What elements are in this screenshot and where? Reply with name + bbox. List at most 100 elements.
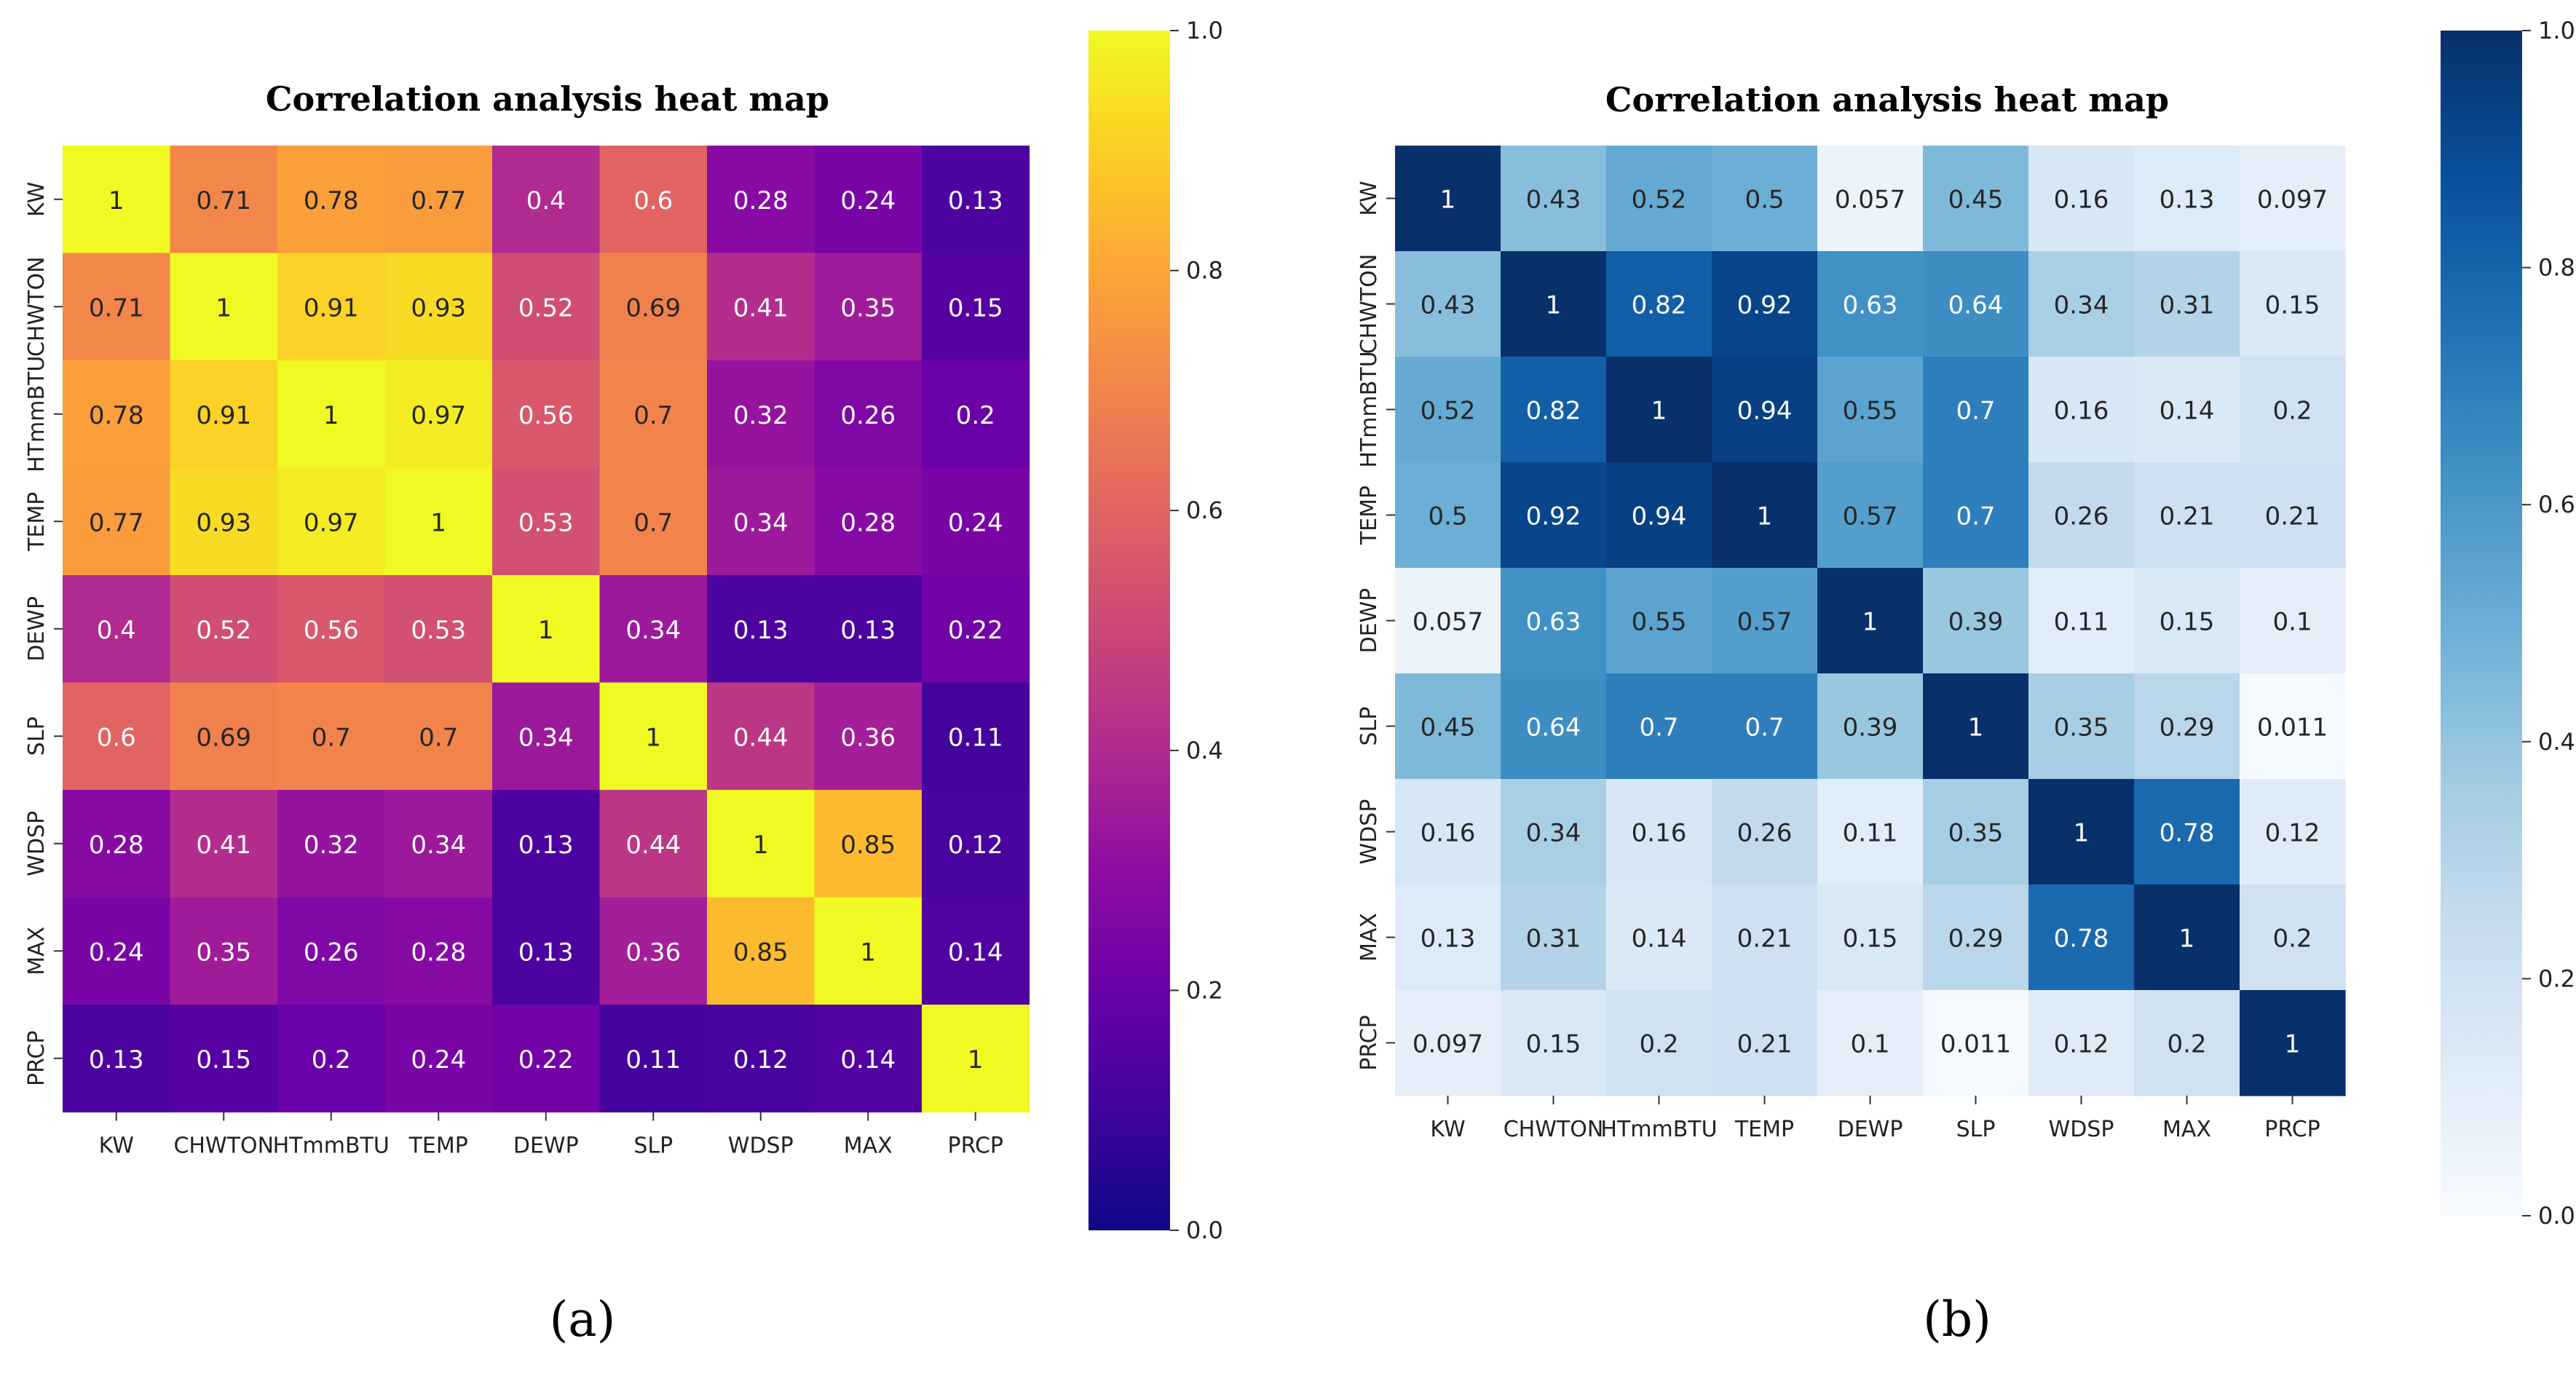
heatmap-cell bbox=[63, 575, 171, 684]
heatmap-cell bbox=[384, 360, 493, 469]
cell-value-label: 0.71 bbox=[89, 293, 144, 323]
cell-value-label: 0.15 bbox=[1526, 1030, 1581, 1059]
heatmap-cell bbox=[2240, 568, 2346, 674]
heatmap-cell bbox=[1712, 568, 1818, 674]
heatmap-cell bbox=[599, 146, 708, 254]
cell-value-label: 0.31 bbox=[2160, 291, 2215, 320]
cell-value-label: 0.1 bbox=[1850, 1030, 1889, 1059]
cell-value-label: 0.13 bbox=[733, 616, 789, 645]
heatmap-cell bbox=[707, 253, 815, 361]
heatmap-cell bbox=[1395, 146, 1501, 252]
heatmap-cell bbox=[2240, 357, 2346, 463]
cell-value-label: 0.16 bbox=[2054, 186, 2109, 215]
heatmap-cell bbox=[1501, 568, 1607, 674]
cell-value-label: 0.93 bbox=[196, 508, 251, 537]
cell-value-label: 1 bbox=[1546, 291, 1562, 320]
x-tick-label: WDSP bbox=[728, 1133, 794, 1159]
heatmap-cell bbox=[1923, 885, 2029, 991]
heatmap-cell bbox=[1923, 568, 2029, 674]
heatmap-panel-b: Correlation analysis heat map 1 0.43 0.52 0… bbox=[1356, 17, 2575, 1348]
colorbar-tick-label: 0.6 bbox=[2538, 491, 2575, 518]
cell-value-label: 0.31 bbox=[1526, 925, 1581, 954]
x-tick-label: TEMP bbox=[1734, 1117, 1794, 1142]
heatmap-cell bbox=[814, 575, 922, 684]
cell-value-label: 0.21 bbox=[1737, 925, 1793, 954]
y-tick-label: PRCP bbox=[1356, 1015, 1382, 1070]
cell-value-label: 0.71 bbox=[196, 186, 251, 215]
cell-value-label: 0.45 bbox=[1421, 713, 1476, 743]
heatmap-cell bbox=[1606, 990, 1712, 1096]
cell-value-label: 0.2 bbox=[2272, 397, 2312, 426]
heatmap-cell bbox=[814, 682, 922, 791]
heatmap-cell bbox=[599, 1005, 708, 1113]
heatmap-cell bbox=[63, 467, 171, 576]
cell-value-label: 0.11 bbox=[1843, 819, 1898, 848]
cell-value-label: 0.35 bbox=[840, 293, 896, 323]
cell-value-label: 0.097 bbox=[2257, 186, 2328, 215]
cell-value-label: 0.12 bbox=[2054, 1030, 2109, 1059]
y-tick-label: CHWTON bbox=[24, 256, 50, 357]
colorbar-tick-label: 0.2 bbox=[1186, 976, 1223, 1004]
panel-label-a: (a) bbox=[550, 1291, 616, 1348]
heatmap-cell bbox=[2240, 146, 2346, 252]
cell-value-label: 0.26 bbox=[1737, 819, 1793, 848]
cell-value-label: 0.82 bbox=[1632, 291, 1687, 320]
cell-value-label: 1 bbox=[860, 938, 876, 967]
heatmap-cell bbox=[170, 146, 278, 254]
heatmap-cell bbox=[277, 790, 386, 898]
cell-value-label: 0.14 bbox=[840, 1045, 896, 1075]
heatmap-cell bbox=[1712, 251, 1818, 357]
heatmap-cell bbox=[492, 146, 601, 254]
heatmap-cell bbox=[2028, 568, 2135, 674]
cell-value-label: 0.94 bbox=[1632, 502, 1687, 531]
heatmap-cell bbox=[1395, 990, 1501, 1096]
heatmap-cell bbox=[814, 1005, 922, 1113]
cell-value-label: 0.011 bbox=[1940, 1030, 2011, 1059]
heatmap-cell bbox=[277, 253, 386, 361]
x-tick-label: HTmmBTU bbox=[273, 1133, 390, 1159]
heatmap-cell bbox=[814, 146, 922, 254]
heatmap-cell bbox=[277, 467, 386, 576]
x-tick-label: WDSP bbox=[2049, 1117, 2114, 1142]
cell-value-label: 0.2 bbox=[1639, 1030, 1678, 1059]
cell-value-label: 0.7 bbox=[633, 401, 673, 430]
heatmap-cell bbox=[1606, 357, 1712, 463]
heatmap-cell bbox=[384, 790, 493, 898]
cell-value-label: 0.78 bbox=[2054, 925, 2109, 954]
cell-value-label: 0.15 bbox=[1843, 925, 1898, 954]
cell-value-label: 0.24 bbox=[411, 1045, 466, 1075]
cell-value-label: 0.5 bbox=[1745, 186, 1784, 215]
heatmap-cell bbox=[1923, 357, 2029, 463]
heatmap-cell bbox=[63, 360, 171, 469]
cell-value-label: 0.52 bbox=[518, 293, 574, 323]
cell-value-label: 0.12 bbox=[948, 831, 1003, 860]
heatmap-cell bbox=[707, 146, 815, 254]
cell-value-label: 0.24 bbox=[948, 508, 1003, 537]
cell-value-label: 0.52 bbox=[1421, 397, 1476, 426]
x-tick-label: DEWP bbox=[1838, 1117, 1903, 1142]
y-tick-label: MAX bbox=[24, 927, 50, 976]
heatmap-cell bbox=[922, 253, 1030, 361]
x-tick-label: SLP bbox=[633, 1133, 673, 1159]
cell-value-label: 0.97 bbox=[304, 508, 359, 537]
cell-value-label: 0.82 bbox=[1526, 397, 1581, 426]
x-tick-label: KW bbox=[1430, 1117, 1465, 1142]
cell-value-label: 1 bbox=[753, 831, 769, 860]
cell-value-label: 0.44 bbox=[625, 831, 681, 860]
cell-value-label: 0.7 bbox=[1745, 713, 1784, 743]
heatmap-cell bbox=[707, 575, 815, 684]
heatmap-cell bbox=[384, 146, 493, 254]
heatmap-b-colorbar: 0.0 0.2 0.4 0.6 0.8 1.0 bbox=[2441, 17, 2575, 1230]
cell-value-label: 0.35 bbox=[196, 938, 251, 967]
y-tick-label: WDSP bbox=[1356, 799, 1382, 865]
heatmap-cell bbox=[1606, 673, 1712, 780]
cell-value-label: 1 bbox=[1862, 608, 1878, 637]
cell-value-label: 0.14 bbox=[1632, 925, 1687, 954]
cell-value-label: 1 bbox=[1757, 502, 1773, 531]
cell-value-label: 0.16 bbox=[2054, 397, 2109, 426]
y-tick-label: PRCP bbox=[24, 1031, 50, 1086]
heatmap-cell bbox=[277, 360, 386, 469]
y-tick-label: TEMP bbox=[1356, 486, 1382, 545]
heatmap-cell bbox=[1501, 885, 1607, 991]
